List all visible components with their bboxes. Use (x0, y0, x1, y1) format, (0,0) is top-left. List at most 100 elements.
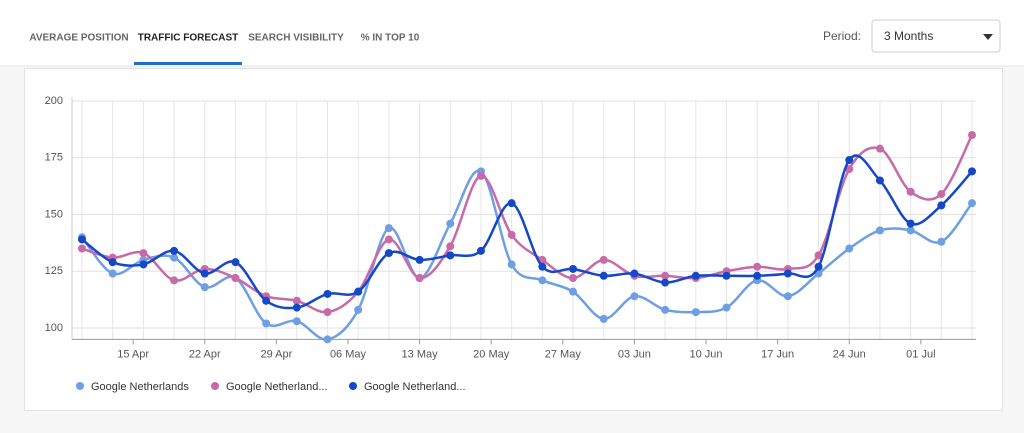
data-point (753, 271, 762, 280)
data-point (292, 296, 301, 305)
legend-label: Google Netherlands (91, 381, 189, 393)
data-point (446, 219, 455, 228)
tabs: AVERAGE POSITION TRAFFIC FORECAST SEARCH V… (29, 33, 420, 65)
data-point (354, 305, 363, 314)
data-point (323, 335, 332, 344)
legend-label: Google Netherland... (364, 381, 466, 393)
chart-card (24, 68, 1003, 411)
data-point (292, 303, 301, 312)
data-point (170, 276, 179, 285)
data-point (446, 251, 455, 260)
data-point (108, 258, 117, 267)
x-tick-label: 20 May (473, 348, 510, 360)
y-tick-label: 125 (45, 265, 63, 277)
data-point (476, 171, 485, 180)
data-point (569, 264, 578, 273)
x-tick-label: 24 Jun (833, 348, 866, 360)
data-point (569, 274, 578, 283)
data-point (968, 167, 976, 176)
data-point (139, 260, 148, 269)
data-point (937, 190, 946, 199)
data-point (722, 271, 731, 280)
data-point (906, 226, 915, 235)
x-tick-label: 10 Jun (690, 348, 723, 360)
data-point (507, 199, 516, 208)
x-tick-label: 17 Jun (761, 348, 794, 360)
data-point (661, 278, 670, 287)
data-point (507, 230, 516, 239)
data-point (814, 251, 823, 260)
data-point (415, 274, 424, 283)
data-point (968, 131, 976, 140)
x-tick-label: 13 May (402, 348, 439, 360)
legend-marker (211, 382, 219, 390)
data-point (722, 303, 731, 312)
data-point (599, 314, 608, 323)
active-tab-indicator (134, 62, 242, 65)
tab[interactable]: % IN TOP 10 (361, 33, 420, 44)
data-point (906, 187, 915, 196)
data-point (292, 317, 301, 326)
data-point (262, 296, 271, 305)
y-tick-label: 100 (45, 322, 63, 334)
data-point (691, 271, 700, 280)
x-tick-label: 06 May (330, 348, 367, 360)
data-point (783, 292, 792, 301)
data-point (538, 262, 547, 271)
tab[interactable]: SEARCH VISIBILITY (248, 33, 344, 44)
data-point (661, 305, 670, 314)
data-point (200, 269, 209, 278)
legend-marker (76, 382, 84, 390)
data-point (415, 255, 424, 264)
x-tick-label: 22 Apr (189, 348, 221, 360)
data-point (231, 274, 240, 283)
data-point (139, 249, 148, 258)
data-point (875, 176, 884, 185)
data-point (845, 156, 854, 165)
data-point (108, 269, 117, 278)
x-tick-label: 27 May (545, 348, 582, 360)
data-point (906, 219, 915, 228)
x-tick-label: 01 Jul (906, 348, 935, 360)
x-tick-label: 29 Apr (260, 348, 292, 360)
data-point (200, 283, 209, 292)
data-point (845, 244, 854, 253)
x-tick-label: 15 Apr (117, 348, 149, 360)
y-tick-label: 175 (45, 152, 63, 164)
period-value[interactable]: 3 Months (884, 29, 933, 43)
data-point (231, 258, 240, 267)
data-point (170, 253, 179, 262)
data-point (262, 319, 271, 328)
data-point (845, 165, 854, 174)
dropdown-caret[interactable] (983, 34, 993, 40)
tab[interactable]: TRAFFIC FORECAST (138, 33, 239, 44)
tab[interactable]: AVERAGE POSITION (29, 33, 128, 44)
period-select[interactable] (871, 19, 1001, 53)
data-point (78, 235, 86, 244)
data-point (937, 237, 946, 246)
data-point (661, 271, 670, 280)
data-point (446, 242, 455, 251)
data-point (170, 246, 179, 255)
y-tick-label: 150 (45, 208, 63, 220)
data-point (599, 255, 608, 264)
data-point (78, 244, 86, 253)
data-point (384, 235, 393, 244)
data-point (875, 144, 884, 153)
tab-bar (0, 0, 1024, 66)
data-point (630, 292, 639, 301)
legend-marker (349, 382, 357, 390)
data-point (875, 226, 884, 235)
data-point (569, 287, 578, 296)
data-point (937, 201, 946, 210)
data-point (783, 269, 792, 278)
data-point (753, 262, 762, 271)
data-point (691, 308, 700, 317)
y-tick-label: 200 (45, 95, 63, 107)
x-tick-label: 03 Jun (618, 348, 651, 360)
period-label: Period: (823, 29, 861, 43)
plot: 100 125 150 175 200 15 Apr 22 Apr 29 Apr 06 May 1… (45, 95, 976, 393)
data-point (476, 246, 485, 255)
data-point (630, 269, 639, 278)
